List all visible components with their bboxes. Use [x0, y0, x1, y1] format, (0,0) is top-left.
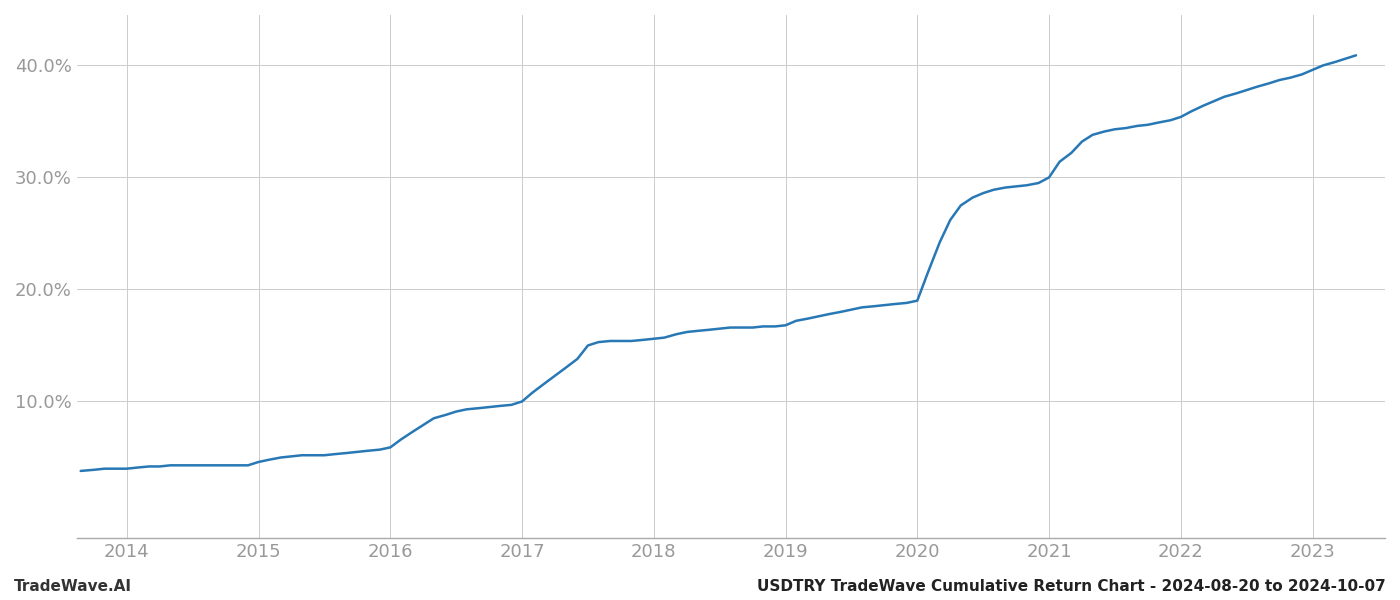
Text: USDTRY TradeWave Cumulative Return Chart - 2024-08-20 to 2024-10-07: USDTRY TradeWave Cumulative Return Chart… — [757, 579, 1386, 594]
Text: TradeWave.AI: TradeWave.AI — [14, 579, 132, 594]
